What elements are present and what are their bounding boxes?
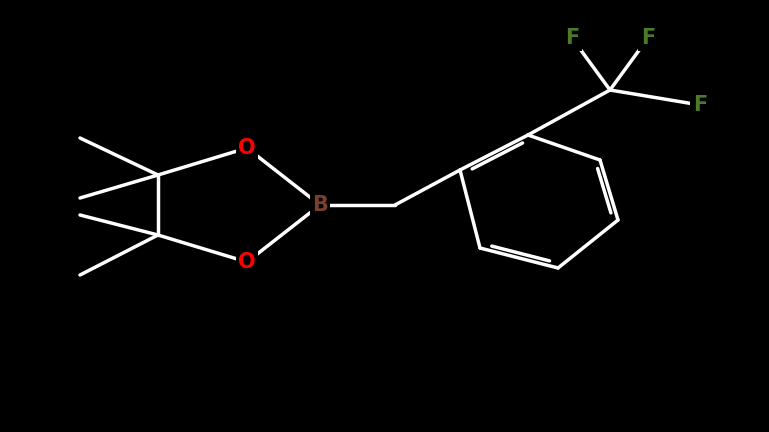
Text: F: F — [641, 28, 655, 48]
Text: B: B — [312, 195, 328, 215]
Text: F: F — [693, 95, 707, 115]
Text: O: O — [238, 138, 256, 158]
Text: F: F — [565, 28, 579, 48]
Text: O: O — [238, 252, 256, 272]
